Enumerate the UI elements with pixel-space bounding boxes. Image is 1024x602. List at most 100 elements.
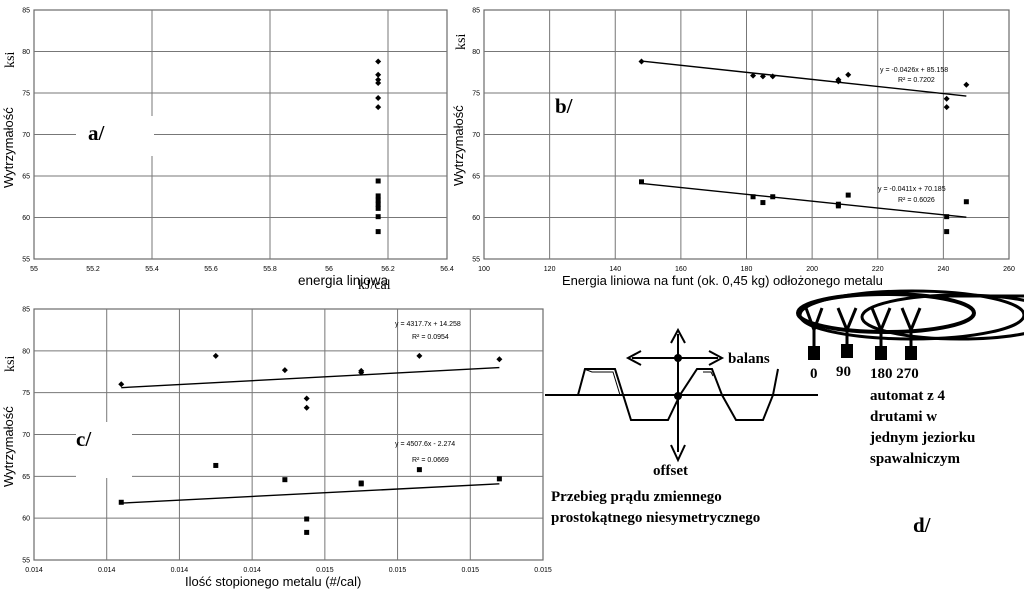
equation-c-lower: y = 4507.6x - 2.274 (395, 441, 455, 448)
label-mask-c (76, 422, 132, 478)
data-point-square (416, 467, 422, 473)
x-tick-label: 120 (544, 266, 556, 273)
waveform: balans offset Przebieg prądu zmiennego p… (545, 327, 818, 526)
wire-0 (804, 307, 824, 360)
points-c (118, 352, 503, 535)
y-unit-a: ksi (3, 52, 18, 68)
data-point-square (304, 529, 310, 535)
data-point-square (282, 477, 288, 483)
angle-180-270-label: 180 270 (870, 366, 919, 382)
data-point-diamond (963, 81, 970, 88)
balans-right-arrow-icon (708, 350, 725, 366)
data-point-diamond (416, 352, 423, 359)
data-point-square (770, 194, 776, 200)
automat-line1: automat z 4 (870, 388, 945, 404)
angle-90-label: 90 (836, 364, 851, 380)
x-tick-label: 0.015 (534, 567, 552, 574)
x-ticks-a: 55 55.2 55.4 55.6 55.8 56 56.2 56.4 (30, 266, 454, 273)
data-point-diamond (375, 76, 382, 83)
wire-90 (836, 307, 858, 358)
waveform-signal-tail (721, 368, 779, 421)
x-axis-label-b: Energia liniowa na funt (ok. 0,45 kg) od… (562, 273, 883, 288)
diagram-d: balans offset Przebieg prądu zmiennego p… (545, 289, 1024, 537)
data-point-square (375, 193, 381, 199)
data-point-square (213, 462, 219, 468)
points-a (375, 58, 382, 235)
data-point-square (760, 200, 766, 206)
x-tick-label: 0.014 (171, 567, 189, 574)
data-point-square (358, 480, 364, 486)
data-point-diamond (638, 58, 645, 65)
x-tick-label: 160 (675, 266, 687, 273)
trendline-b-0 (641, 60, 967, 97)
data-point-square (304, 516, 310, 522)
x-tick-label: 55.6 (204, 266, 218, 273)
data-point-square (375, 178, 381, 184)
y-ticks-c: 55 60 65 70 75 80 85 (22, 307, 30, 565)
panel-label-d: d/ (913, 513, 932, 537)
y-ticks-b: 55 60 65 70 75 80 85 (472, 8, 480, 264)
y-tick-label: 60 (472, 215, 480, 222)
x-tick-label: 55.4 (145, 266, 159, 273)
data-point-diamond (759, 73, 766, 80)
y-unit-c: ksi (3, 356, 18, 372)
data-point-diamond (496, 356, 503, 363)
four-wire-torch: 0 90 180 270 automat z 4 drutami w jedny… (796, 289, 1024, 537)
data-point-square (639, 179, 644, 185)
data-point-diamond (375, 94, 382, 101)
x-axis-label-c: Ilość stopionego metalu (#/cal) (185, 574, 361, 589)
data-point-diamond (375, 71, 382, 78)
y-tick-label: 65 (472, 174, 480, 181)
x-tick-label: 56.4 (440, 266, 454, 273)
y-axis-label-c: Wytrzymałość (1, 406, 16, 487)
data-point-diamond (375, 80, 382, 87)
automat-line4: spawalniczym (870, 451, 961, 467)
chart-b: 100 120 140 160 180 200 220 240 260 55 60 65 70 75 80… (451, 8, 1015, 289)
grid-c (34, 309, 543, 560)
x-tick-label: 56.2 (381, 266, 395, 273)
data-point-square (944, 214, 950, 220)
balans-left-arrow-icon (625, 350, 642, 366)
chart-a: 55 55.2 55.4 55.6 55.8 56 56.2 56.4 55 60 65 70 75 8… (1, 8, 454, 294)
y-tick-label: 80 (472, 49, 480, 56)
r2-c-upper: R² = 0.0954 (412, 334, 449, 341)
offset-up-arrow-icon (670, 327, 686, 344)
x-tick-label: 55.2 (86, 266, 100, 273)
waveform-caption-line2: prostokątnego niesymetrycznego (551, 510, 760, 526)
data-point-square (845, 192, 851, 198)
x-tick-label: 0.014 (98, 567, 116, 574)
x-tick-label: 180 (741, 266, 753, 273)
data-point-diamond (943, 104, 950, 111)
x-tick-label: 0.014 (243, 567, 261, 574)
automat-line2: drutami w (870, 409, 937, 425)
data-point-diamond (845, 71, 852, 78)
trendline-b-1 (641, 182, 967, 218)
data-point-diamond (303, 404, 310, 411)
angle-0-label: 0 (810, 366, 818, 382)
data-point-square (375, 205, 381, 211)
equation-c-upper: y = 4317.7x + 14.258 (395, 321, 461, 328)
x-tick-label: 0.015 (389, 567, 407, 574)
r2-c-lower: R² = 0.0669 (412, 457, 449, 464)
y-tick-label: 75 (22, 91, 30, 98)
offset-center-dot (674, 392, 682, 400)
x-tick-label: 200 (806, 266, 818, 273)
y-tick-label: 70 (472, 132, 480, 139)
x-tick-label: 260 (1003, 266, 1015, 273)
r2-b-lower: R² = 0.6026 (898, 197, 935, 204)
x-tick-label: 0.015 (316, 567, 334, 574)
label-mask-a (76, 116, 154, 156)
grid-b (484, 10, 1009, 259)
y-tick-label: 60 (22, 516, 30, 523)
x-ticks-c: 0.014 0.014 0.014 0.014 0.015 0.015 0.015 0.015 (25, 567, 552, 574)
data-point-diamond (750, 72, 757, 79)
trendline-c-1 (121, 483, 500, 504)
balans-center-dot (674, 354, 682, 362)
y-tick-label: 60 (22, 215, 30, 222)
data-point-diamond (375, 58, 382, 65)
y-tick-label: 70 (22, 432, 30, 439)
equation-b-lower: y = -0.0411x + 70.185 (878, 186, 946, 193)
data-point-square (944, 229, 950, 235)
waveform-signal-inner (583, 368, 714, 396)
